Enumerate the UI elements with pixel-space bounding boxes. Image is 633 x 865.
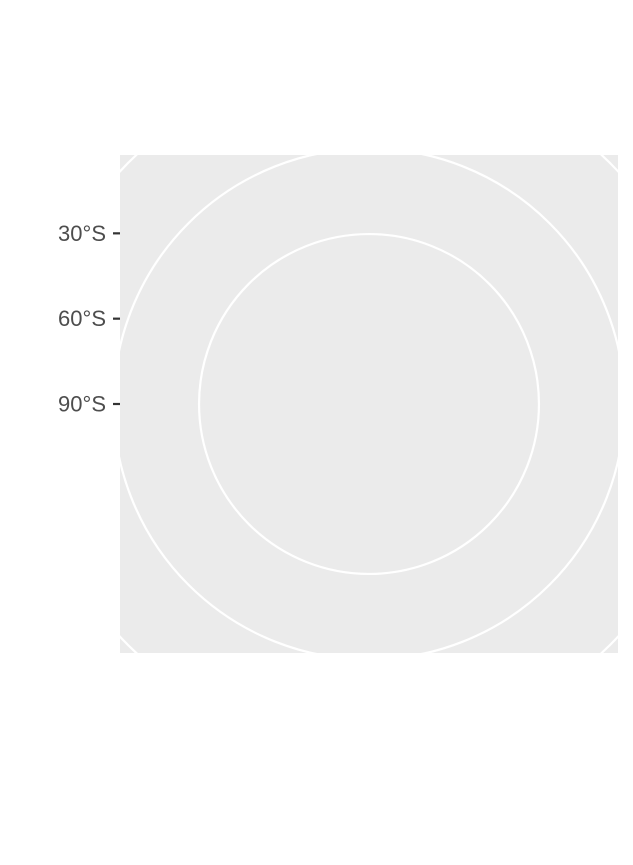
graticule-ring (27, 62, 633, 746)
y-tick-label: 30°S (58, 221, 106, 246)
graticule-ring (197, 232, 541, 576)
y-axis: 30°S 60°S 90°S (58, 221, 120, 417)
panel-background (120, 155, 618, 653)
y-tick-label: 60°S (58, 306, 106, 331)
y-tick-label: 90°S (58, 392, 106, 417)
